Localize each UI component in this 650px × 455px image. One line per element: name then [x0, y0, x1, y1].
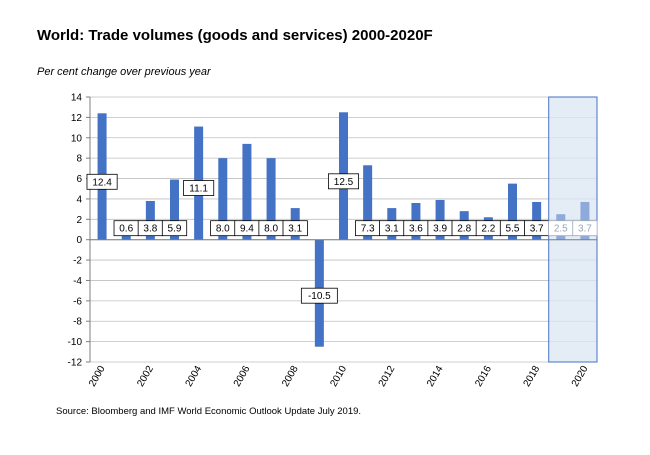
bar-2014 [435, 199, 445, 240]
bar-2007 [266, 158, 276, 240]
data-label-box [86, 173, 118, 190]
x-tick-label: 2016 [473, 364, 494, 389]
x-tick-label: 2010 [328, 364, 349, 389]
x-tick-labels: 2000 2002 2004 2006 2008 2010 2012 2014 2016 2018… [87, 364, 591, 389]
data-label: 11.1 [189, 184, 208, 195]
y-tick-label: 10 [71, 133, 83, 144]
data-label: 7.3 [361, 224, 375, 235]
x-tick-label: 2002 [135, 364, 156, 389]
data-label-box [300, 287, 338, 304]
y-tick-label: 2 [76, 215, 82, 226]
bar-2006 [242, 143, 252, 240]
x-tick-label: 2000 [87, 364, 108, 389]
y-tick-label: -6 [73, 296, 82, 307]
y-tick-label: -2 [73, 256, 82, 267]
data-label: 3.1 [385, 224, 399, 235]
y-tick-labels: 14 12 10 8 6 4 2 0 -2 -4 -6 -8 -10 -12 [68, 93, 83, 369]
axes [86, 96, 597, 363]
y-tick-label: 12 [71, 113, 83, 124]
y-tick-label: -4 [73, 276, 82, 287]
x-tick-label: 2014 [425, 364, 446, 389]
data-label: 8.0 [264, 224, 278, 235]
data-label: 3.7 [578, 224, 592, 235]
y-tick-label: 8 [76, 154, 82, 165]
source-note: Source: Bloomberg and IMF World Economic… [56, 406, 362, 417]
x-tick-label: 2004 [184, 364, 205, 389]
data-label: 3.6 [409, 224, 423, 235]
bar-2011 [363, 165, 373, 240]
x-tick-label: 2018 [522, 364, 543, 389]
y-tick-label: -10 [68, 337, 83, 348]
data-labels: 12.4 0.6 3.8 5.9 11.1 8.0 9.4 8.0 3.1 -10.5 12.5 7.… [86, 173, 598, 304]
bar-2005 [218, 158, 228, 240]
data-label-box [572, 220, 598, 237]
data-label-box [327, 173, 359, 190]
data-label: 2.8 [457, 224, 471, 235]
data-label: 0.6 [119, 224, 133, 235]
y-tick-label: 0 [76, 235, 82, 246]
data-label-box [183, 180, 215, 196]
data-label: 8.0 [216, 224, 230, 235]
data-label-box [282, 220, 308, 237]
data-label: 12.4 [92, 177, 112, 188]
y-axis-label: Per cent change over previous year [37, 66, 211, 78]
chart-title: World: Trade volumes (goods and services… [37, 27, 433, 44]
bar-2017 [508, 183, 517, 240]
y-tick-label: 4 [76, 194, 82, 205]
x-tick-label: 2012 [377, 364, 398, 389]
data-label: 12.5 [334, 177, 354, 188]
x-tick-label: 2020 [570, 364, 591, 389]
y-tick-label: -8 [73, 317, 82, 328]
data-label-box [161, 220, 188, 237]
x-tick-label: 2008 [280, 364, 301, 389]
y-tick-label: 6 [76, 174, 82, 185]
data-label: 5.5 [506, 224, 520, 235]
data-label: 9.4 [240, 224, 254, 235]
data-label: 2.5 [554, 224, 568, 235]
data-label: 2.2 [481, 224, 495, 235]
data-label: 3.8 [143, 224, 157, 235]
data-label: -10.5 [308, 291, 331, 302]
bar-2001 [121, 233, 131, 240]
x-tick-label: 2006 [232, 364, 253, 389]
data-label: 3.9 [433, 224, 447, 235]
bar-2003 [170, 179, 179, 240]
y-tick-label: -12 [68, 358, 83, 369]
data-label: 3.7 [530, 224, 544, 235]
y-tick-label: 14 [71, 93, 83, 104]
data-label: 5.9 [168, 224, 182, 235]
data-label: 3.1 [288, 224, 302, 235]
